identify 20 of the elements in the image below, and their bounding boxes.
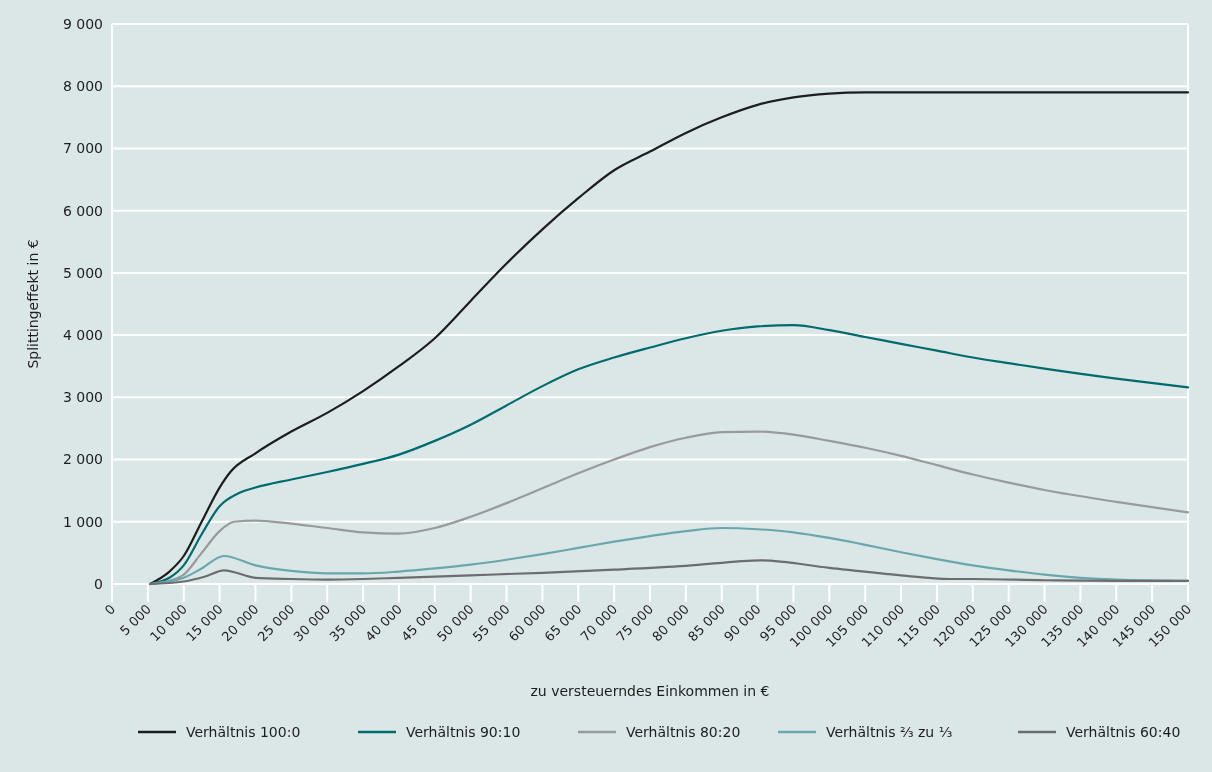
y-tick-label: 6 000 — [62, 202, 103, 219]
legend-label: Verhältnis 80:20 — [626, 723, 741, 740]
y-tick-label: 9 000 — [62, 15, 103, 32]
y-tick-label: 3 000 — [62, 389, 103, 406]
x-tick-label: 0 — [101, 601, 119, 618]
line-series — [148, 91, 1190, 586]
y-axis-title: Splittingeffekt in € — [25, 239, 41, 369]
y-tick-label: 5 000 — [62, 264, 103, 281]
y-tick-label: 8 000 — [62, 78, 103, 95]
line-series — [148, 559, 1190, 586]
y-tick-label: 1 000 — [62, 513, 103, 530]
legend-label: Verhältnis 90:10 — [406, 723, 521, 740]
legend-label: Verhältnis 100:0 — [186, 723, 301, 740]
x-axis-title: zu versteuerndes Einkommen in € — [530, 683, 770, 699]
y-tick-label: 0 — [94, 575, 103, 592]
y-tick-label: 2 000 — [62, 451, 103, 468]
legend-label: Verhältnis 60:40 — [1066, 723, 1181, 740]
legend-label: Verhältnis ⅔ zu ⅓ — [826, 723, 953, 740]
y-tick-label: 7 000 — [62, 140, 103, 157]
y-tick-label: 4 000 — [62, 327, 103, 344]
